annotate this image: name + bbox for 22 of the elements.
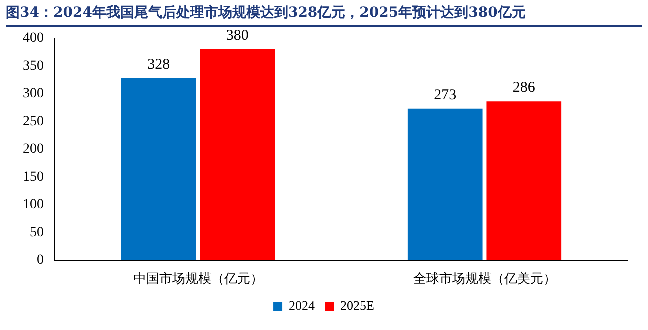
data-label: 273 [434,87,457,104]
legend-label: 2024 [289,298,316,313]
bar [408,108,483,260]
y-tick-label: 200 [23,142,44,158]
y-tick-label: 100 [23,198,44,213]
legend-label: 2025E [340,298,375,313]
y-tick-label: 400 [23,31,44,46]
chart-title: 图34：2024年我国尾气后处理市场规模达到328亿元，2025年预计达到380亿元 [6,4,642,27]
y-tick-label: 0 [37,253,44,268]
y-tick-label: 250 [23,114,44,130]
y-tick-label: 350 [23,58,44,74]
bar [121,78,196,260]
bar [486,102,562,260]
y-tick-label: 50 [30,225,44,240]
bar [200,50,276,260]
x-tick-label: 全球市场规模（亿美元） [413,270,556,286]
data-label: 328 [148,56,170,73]
data-label: 380 [226,28,249,44]
y-tick-label: 300 [23,86,44,102]
y-tick-label: 150 [23,170,44,185]
data-label: 286 [512,80,536,96]
x-tick-label: 中国市场规模（亿元） [133,270,264,286]
